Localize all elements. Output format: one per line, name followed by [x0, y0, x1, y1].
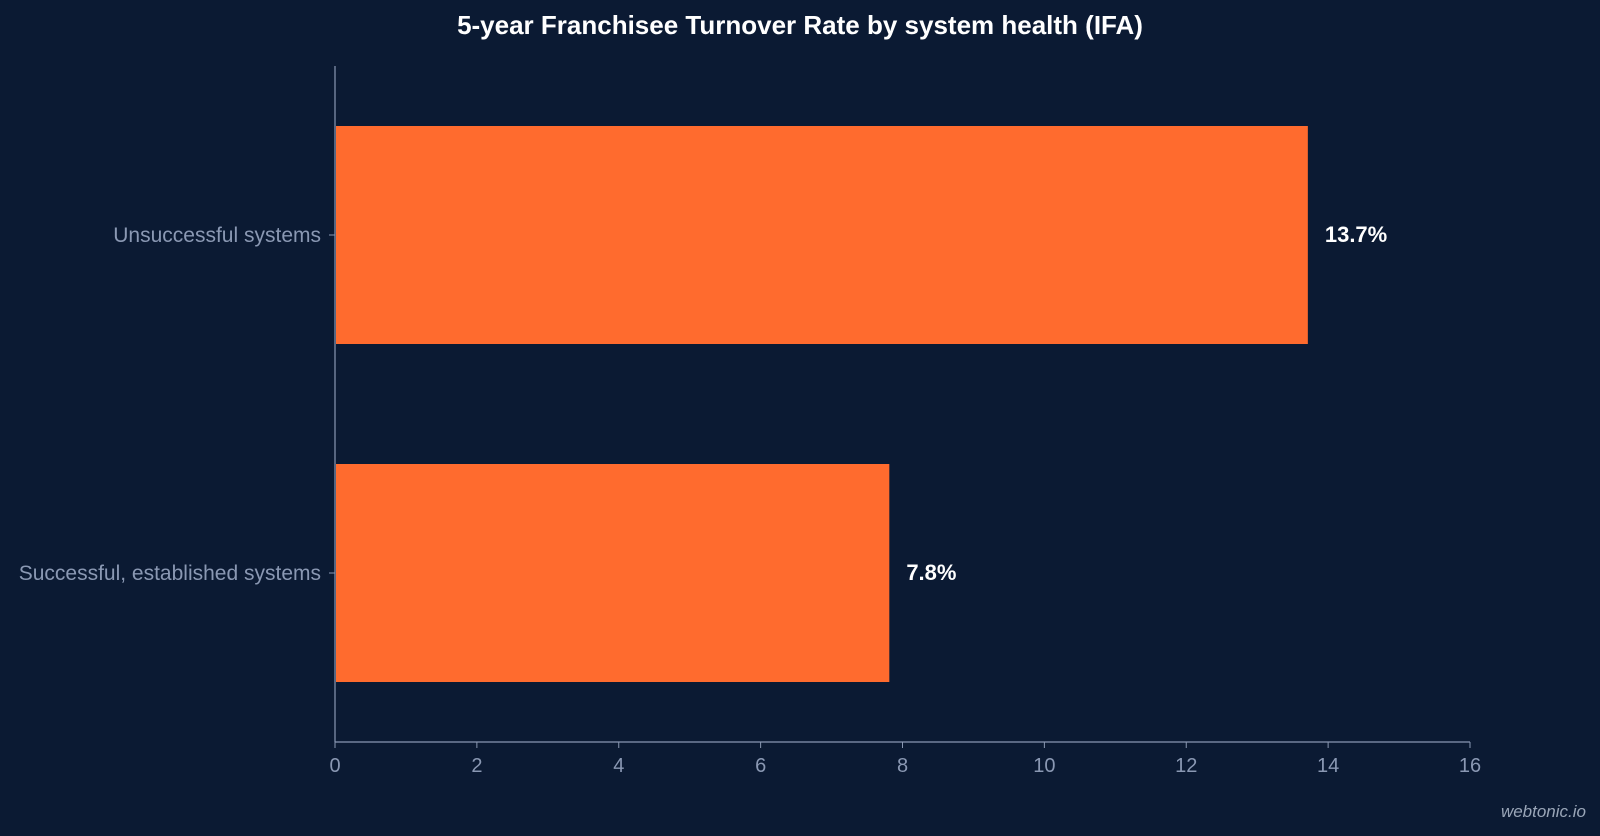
x-tick-label: 2 — [471, 755, 482, 777]
x-tick-label: 16 — [1459, 755, 1481, 777]
bar-2 — [336, 464, 890, 682]
bar-1 — [336, 126, 1308, 344]
x-tick-label: 6 — [755, 755, 766, 777]
category-label: Successful, established systems — [19, 562, 321, 585]
x-tick-label: 8 — [897, 755, 908, 777]
x-tick-label: 4 — [613, 755, 624, 777]
category-label: Unsuccessful systems — [113, 224, 321, 247]
x-tick-label: 0 — [329, 755, 340, 777]
x-tick-label: 14 — [1317, 755, 1339, 777]
value-label: 7.8% — [906, 560, 956, 585]
chart-title: 5-year Franchisee Turnover Rate by syste… — [457, 10, 1143, 40]
x-tick-label: 12 — [1175, 755, 1197, 777]
x-tick-label: 10 — [1033, 755, 1055, 777]
value-label: 13.7% — [1325, 222, 1387, 247]
watermark: webtonic.io — [1500, 802, 1586, 821]
